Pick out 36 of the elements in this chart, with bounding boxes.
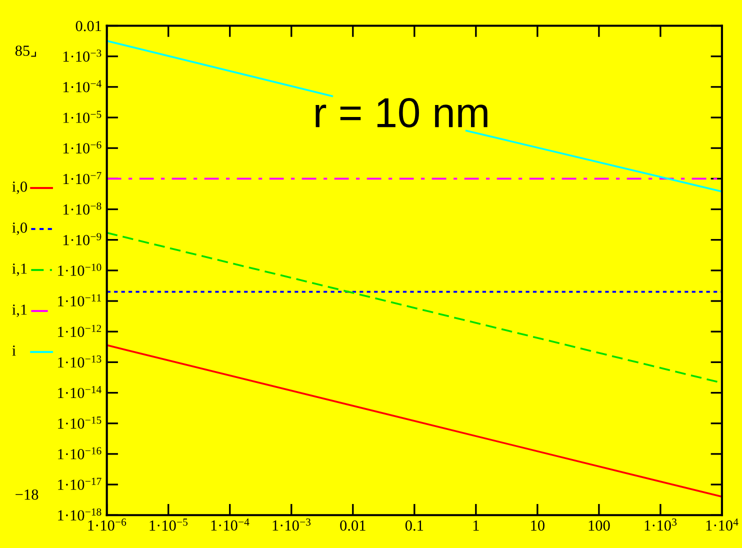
- x-tick-label: 1: [473, 520, 479, 531]
- legend-label: i,1: [12, 264, 27, 276]
- x-tick-label: 0.1: [405, 520, 424, 531]
- y-tick-label: 1·10$^{−15}$: [58, 416, 102, 429]
- legend-label: i,0: [12, 182, 27, 194]
- y-tick-label: 1·10$^{−11}$: [58, 294, 101, 306]
- x-tick-label: 100: [588, 520, 610, 531]
- y-tick-label: 1·10$^{−4}$: [63, 80, 102, 92]
- x-tick-label: 1·10$^{−4}$: [211, 518, 250, 531]
- x-tick-label: 1·10$^{−5}$: [150, 518, 188, 531]
- y-tick-label: 1·10$^{−17}$: [58, 478, 102, 490]
- annotation: r = 10 nm: [316, 98, 488, 128]
- x-tick-label: 10: [531, 520, 544, 531]
- y-tick-label: 1·10$^{−9}$: [63, 233, 102, 246]
- legend-label: i: [12, 346, 16, 356]
- y-tick-label: 1·10$^{−6}$: [63, 141, 102, 154]
- x-tick-label: 1·10$^{−6}$: [88, 518, 126, 531]
- legend-label: i,0: [12, 222, 27, 236]
- y-tick-label: 1·10$^{−8}$: [63, 202, 102, 215]
- y-tick-label: 1·10$^{−16}$: [58, 447, 102, 460]
- y-tick-label: 1·10$^{−3}$: [63, 50, 102, 62]
- x-tick-label: 1·10$^{−3}$: [272, 518, 311, 531]
- x-tick-label: 1·10$^{4}$: [706, 518, 738, 531]
- y-tick-label: 1·10$^{−7}$: [63, 172, 102, 184]
- y-tick-label: 1·10$^{−12}$: [58, 324, 102, 337]
- y-tick-label: 0.01: [76, 20, 102, 32]
- y-tick-label: 1·10$^{−18}$: [58, 508, 102, 521]
- y-tick-label: 1·10$^{−10}$: [58, 264, 102, 276]
- y-tick-label: 1·10$^{−14}$: [58, 386, 102, 398]
- y-tick-label: 1·10$^{−5}$: [63, 110, 102, 123]
- legend-label: i,1: [12, 304, 27, 318]
- x-tick-label: 0.01: [340, 520, 366, 531]
- x-tick-label: 1·10$^{3}$: [644, 518, 677, 531]
- text: −18: [16, 489, 38, 500]
- text: 85⌟: [15, 46, 36, 57]
- y-tick-label: 1·10$^{−13}$: [58, 355, 102, 368]
